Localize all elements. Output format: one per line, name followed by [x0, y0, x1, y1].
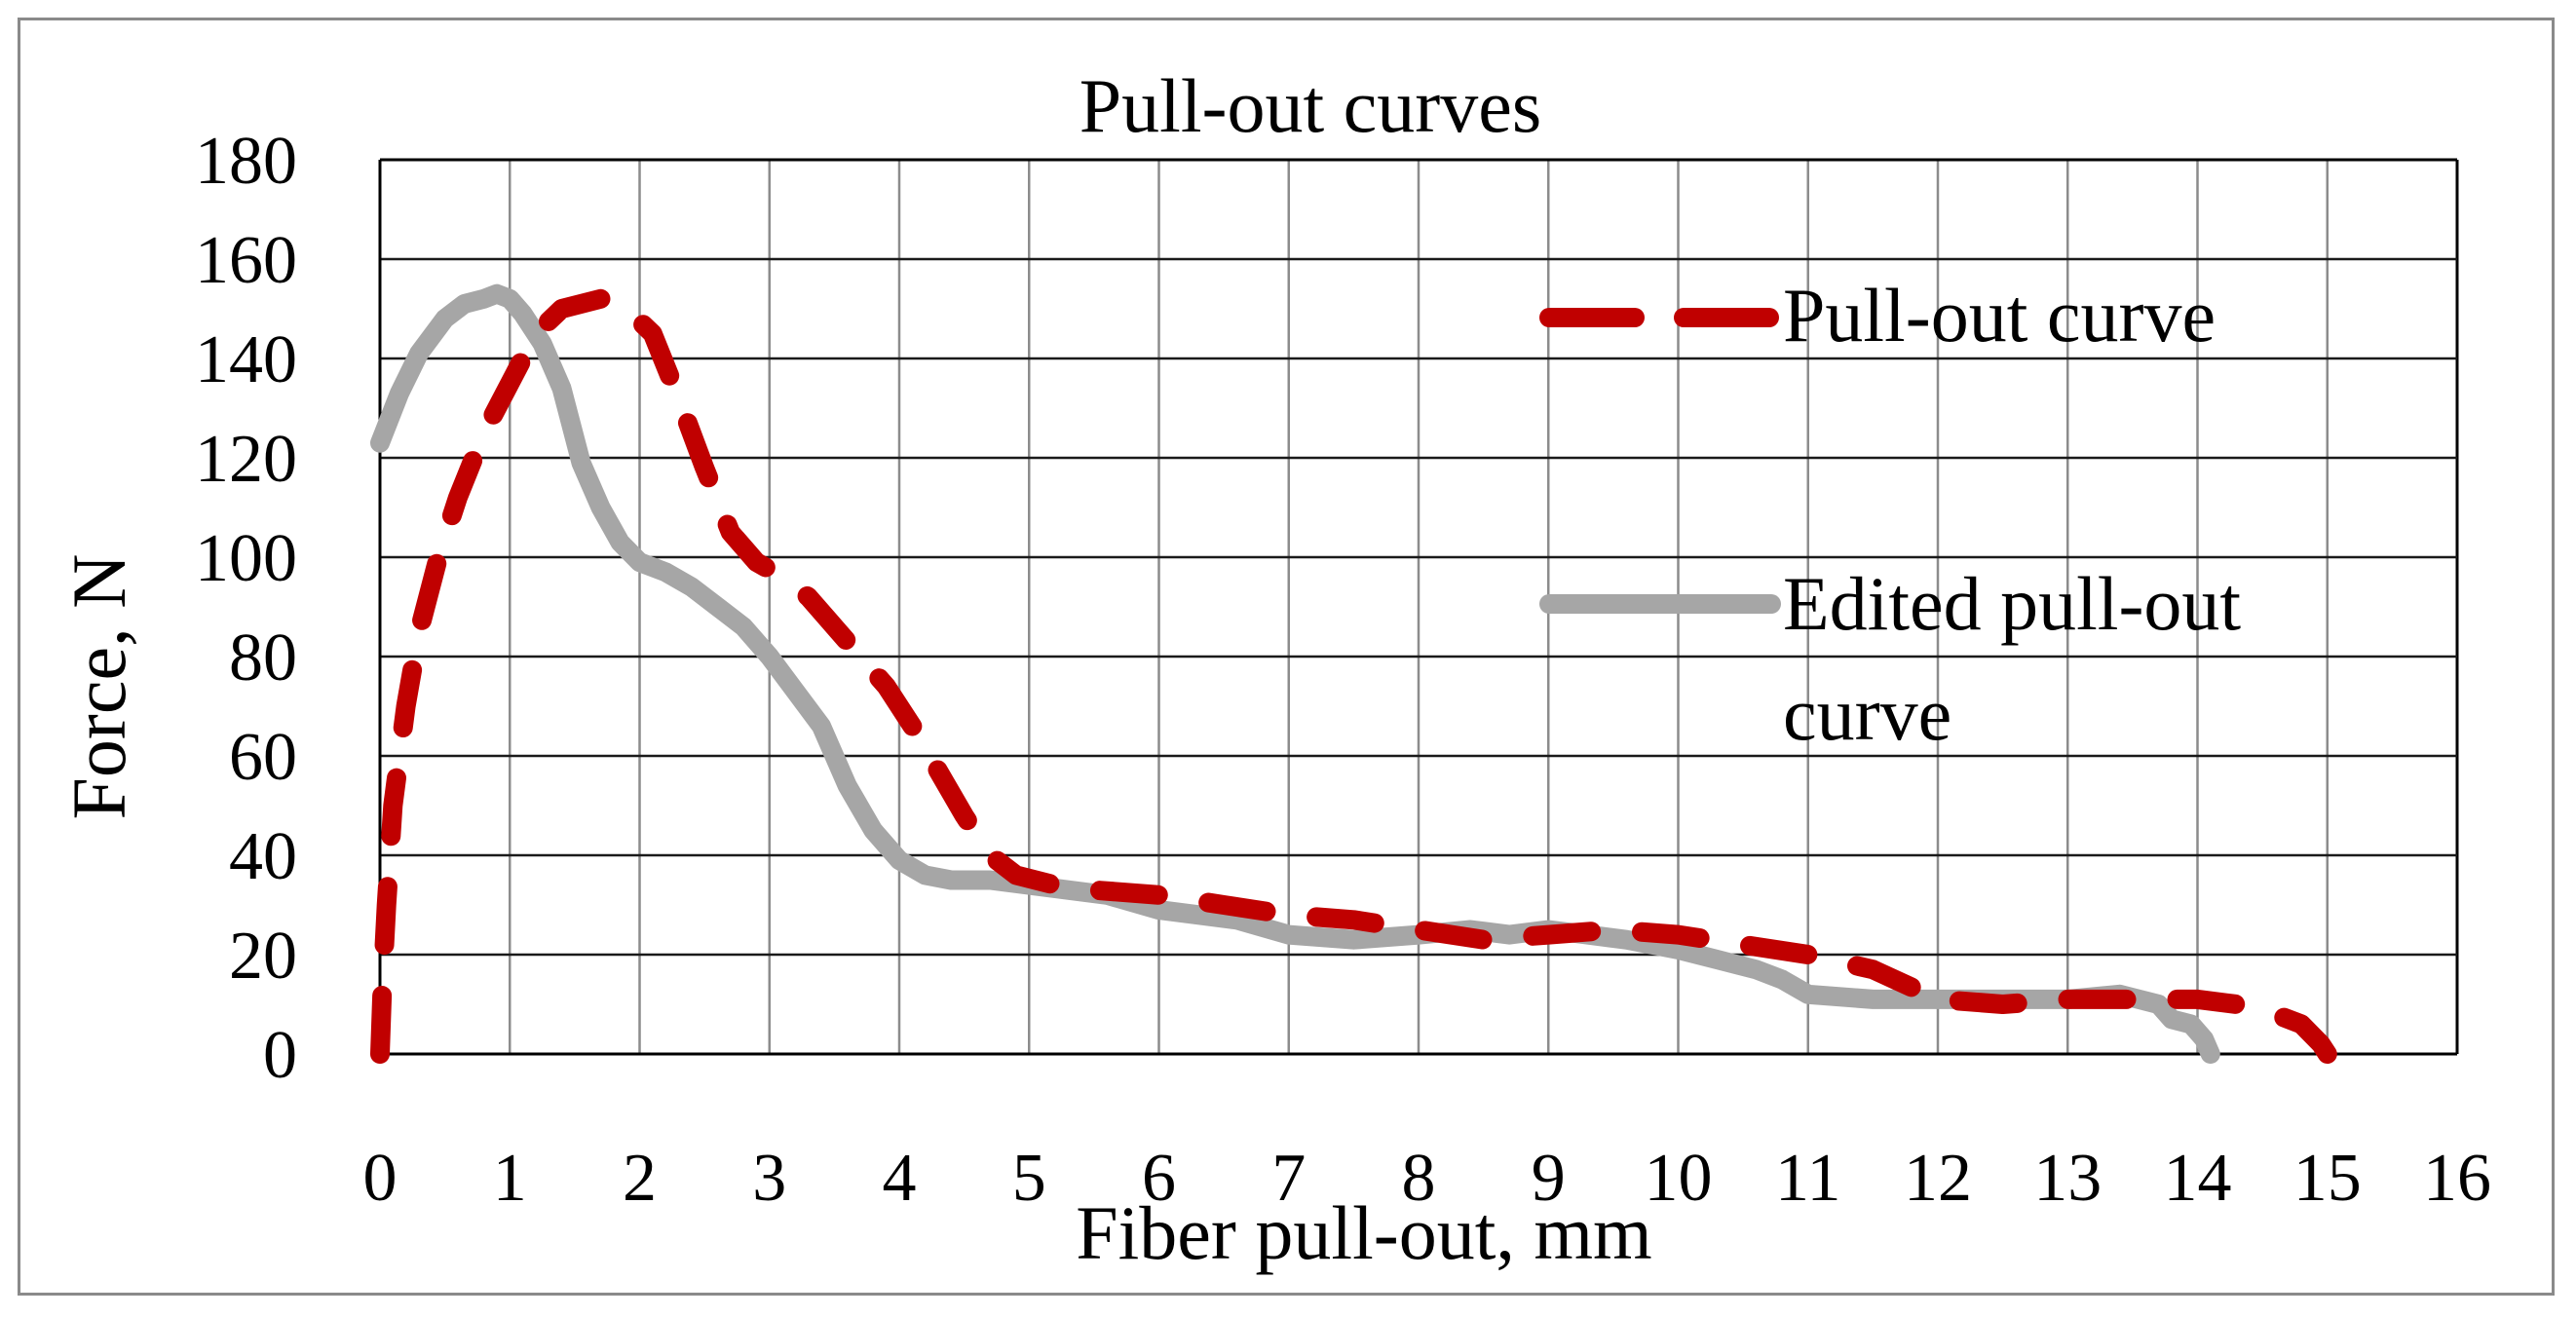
y-tick-label: 60: [229, 720, 297, 795]
legend-label-pull-out-curve: Pull-out curve: [1783, 273, 2216, 357]
chart-frame: [18, 18, 2555, 1296]
x-tick-label: 10: [1645, 1141, 1713, 1216]
series-line-pull-out-curve: [370, 288, 2337, 1064]
y-tick-label: 120: [195, 422, 297, 497]
x-tick-label: 12: [1904, 1141, 1972, 1216]
y-axis-label: Force, N: [57, 554, 141, 820]
x-tick-label: 15: [2293, 1141, 2362, 1216]
x-tick-label: 4: [883, 1141, 917, 1216]
y-tick-label: 140: [195, 322, 297, 397]
x-tick-label: 5: [1012, 1141, 1046, 1216]
y-tick-label: 40: [229, 819, 297, 894]
x-tick-label: 3: [752, 1141, 786, 1216]
y-tick-label: 80: [229, 621, 297, 696]
y-tick-label: 100: [195, 521, 297, 596]
x-tick-label: 8: [1402, 1141, 1436, 1216]
y-tick-label: 160: [195, 223, 297, 298]
grid-layer: [378, 158, 2459, 1056]
x-axis-label: Fiber pull-out, mm: [1076, 1190, 1651, 1275]
legend-label-edited-pull-out-curve: Edited pull-out curve: [1783, 561, 2260, 756]
series-layer: [370, 283, 2337, 1064]
x-tick-label: 2: [623, 1141, 657, 1216]
x-tick-label: 14: [2164, 1141, 2232, 1216]
x-tick-label: 6: [1142, 1141, 1176, 1216]
x-tick-label: 16: [2423, 1141, 2491, 1216]
x-tick-label: 0: [363, 1141, 398, 1216]
x-tick-label: 9: [1532, 1141, 1566, 1216]
x-tick-label: 1: [493, 1141, 527, 1216]
y-tick-label: 0: [263, 1018, 297, 1093]
x-tick-label: 13: [2033, 1141, 2102, 1216]
chart-title: Pull-out curves: [1080, 63, 1541, 148]
legend: Pull-out curve Edited pull-out curve: [1539, 273, 2260, 756]
y-tick-label: 20: [229, 919, 297, 994]
tick-layer: 0 1 2 3 4 5 6 7 8 9 10 11 12 13 14 15 160204060801001201…: [195, 124, 2491, 1216]
y-tick-label: 180: [195, 124, 297, 199]
x-tick-label: 7: [1271, 1141, 1306, 1216]
x-tick-label: 11: [1775, 1141, 1840, 1216]
